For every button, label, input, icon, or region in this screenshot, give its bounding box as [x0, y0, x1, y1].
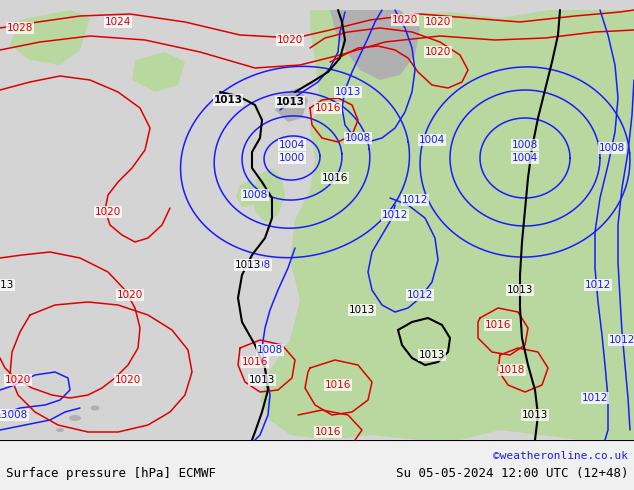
Polygon shape — [275, 88, 308, 122]
Bar — [0, 0, 634, 440]
Text: 1020: 1020 — [425, 17, 451, 27]
Polygon shape — [252, 168, 285, 222]
Text: 1004: 1004 — [512, 153, 538, 163]
Polygon shape — [236, 180, 258, 207]
Text: ©weatheronline.co.uk: ©weatheronline.co.uk — [493, 451, 628, 461]
Text: 1013: 1013 — [249, 375, 275, 385]
Text: Su 05-05-2024 12:00 UTC (12+48): Su 05-05-2024 12:00 UTC (12+48) — [396, 467, 628, 481]
Text: 1024: 1024 — [105, 17, 131, 27]
Text: 1013: 1013 — [349, 305, 375, 315]
Ellipse shape — [91, 406, 100, 411]
Text: 1013: 1013 — [507, 285, 533, 295]
Text: 1008: 1008 — [345, 133, 371, 143]
Text: 1016: 1016 — [242, 357, 268, 367]
Text: 1004: 1004 — [419, 135, 445, 145]
Text: 1020: 1020 — [277, 35, 303, 45]
Text: 1013: 1013 — [276, 97, 304, 107]
Text: 1008: 1008 — [599, 143, 625, 153]
Polygon shape — [260, 10, 634, 440]
Text: 1004: 1004 — [279, 140, 305, 150]
Polygon shape — [132, 52, 185, 92]
Text: 1020: 1020 — [117, 290, 143, 300]
Text: 1016: 1016 — [485, 320, 511, 330]
Text: 1020: 1020 — [95, 207, 121, 217]
Bar — [0, 440, 634, 490]
Ellipse shape — [69, 415, 81, 421]
Text: 1008: 1008 — [242, 190, 268, 200]
Text: 1016: 1016 — [325, 380, 351, 390]
Text: 1008: 1008 — [2, 410, 28, 420]
Text: Surface pressure [hPa] ECMWF: Surface pressure [hPa] ECMWF — [6, 467, 216, 481]
Polygon shape — [330, 10, 420, 80]
Text: 1012: 1012 — [585, 280, 611, 290]
Text: 1012: 1012 — [402, 195, 428, 205]
Text: 1008: 1008 — [512, 140, 538, 150]
Text: 1012: 1012 — [407, 290, 433, 300]
Text: 1013: 1013 — [419, 350, 445, 360]
Text: 1020: 1020 — [115, 375, 141, 385]
Text: 1016: 1016 — [322, 173, 348, 183]
Text: 1020: 1020 — [392, 15, 418, 25]
Text: 1016: 1016 — [315, 427, 341, 437]
Text: 1020: 1020 — [425, 47, 451, 57]
Polygon shape — [10, 10, 90, 65]
Text: 1012: 1012 — [382, 210, 408, 220]
Text: 1008: 1008 — [257, 345, 283, 355]
Text: 1012: 1012 — [582, 393, 608, 403]
Text: 1013: 1013 — [235, 260, 261, 270]
Text: 13: 13 — [0, 410, 8, 420]
Ellipse shape — [56, 428, 64, 432]
Text: 1012: 1012 — [609, 335, 634, 345]
Text: 1013: 1013 — [214, 95, 242, 105]
Text: 1016: 1016 — [315, 103, 341, 113]
Text: 1018: 1018 — [499, 365, 525, 375]
Text: 1020: 1020 — [5, 375, 31, 385]
Text: 1013: 1013 — [0, 280, 14, 290]
Text: 1028: 1028 — [7, 23, 33, 33]
Text: 1000: 1000 — [279, 153, 305, 163]
Text: 1013: 1013 — [335, 87, 361, 97]
Text: 1013: 1013 — [522, 410, 548, 420]
Text: 1008: 1008 — [245, 260, 271, 270]
